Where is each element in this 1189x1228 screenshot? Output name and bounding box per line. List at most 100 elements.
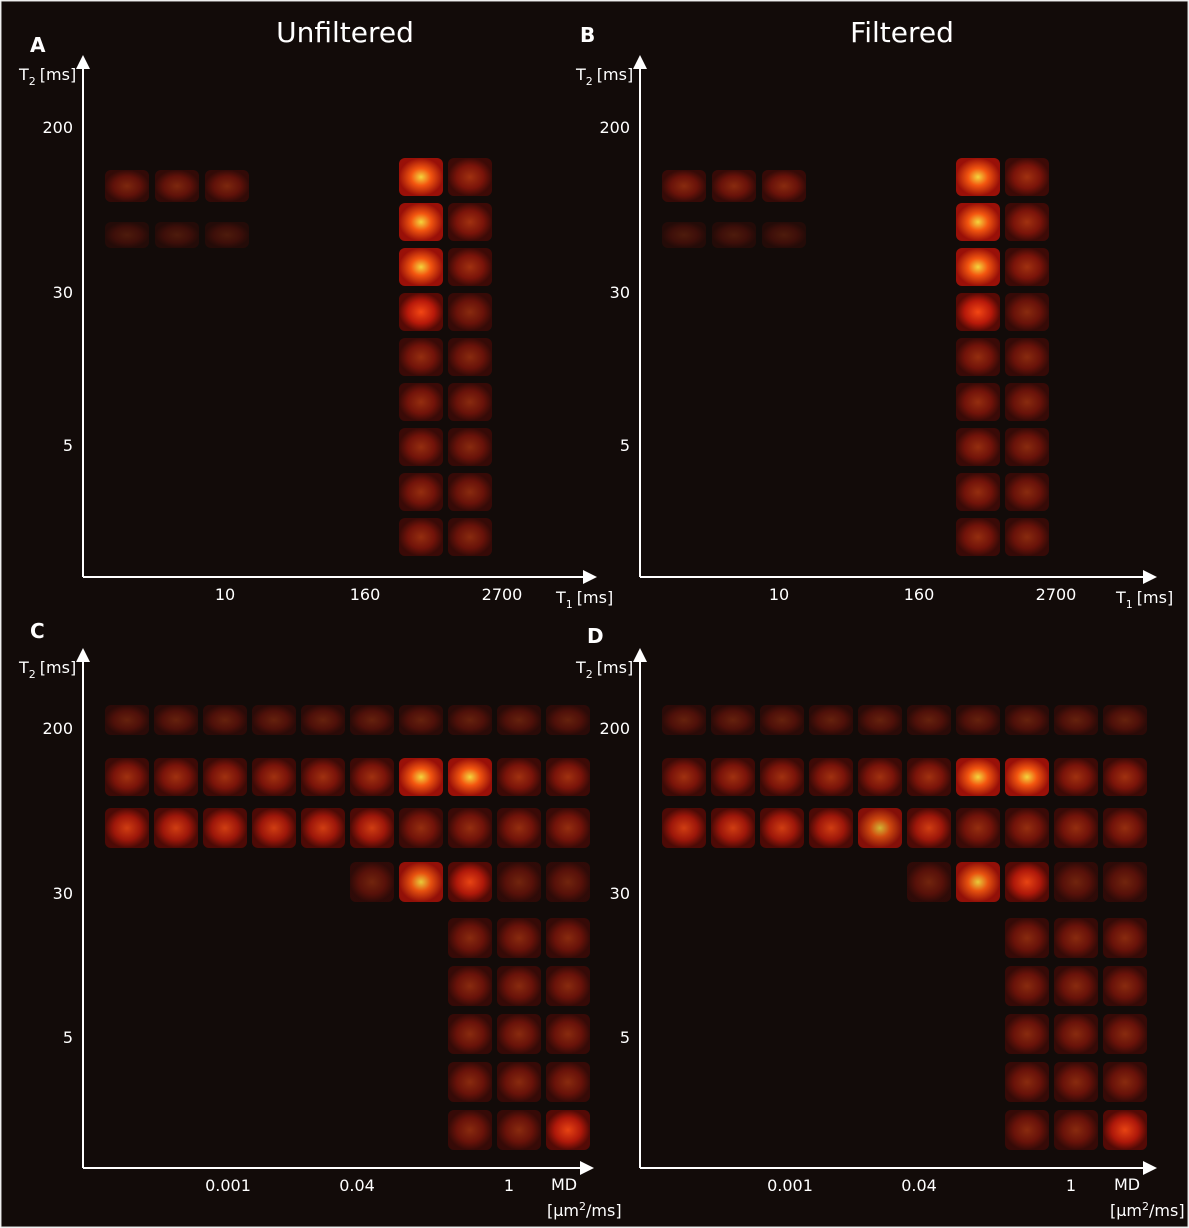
x-tick-label: 10 [769,585,789,604]
image-tile [662,170,706,202]
image-tile [662,705,706,735]
image-tile [907,808,951,848]
y-axis-unit: [ms] [40,65,76,84]
image-tile [205,222,249,248]
y-tick-label: 5 [620,436,630,455]
image-tile [154,705,198,735]
image-tile [956,518,1000,556]
image-tile [154,758,198,796]
image-tile [350,705,394,735]
y-axis-unit: [ms] [597,658,633,677]
image-tile [448,203,492,241]
image-tile [907,758,951,796]
image-tile [1005,808,1049,848]
image-tile [1005,918,1049,958]
image-tile [907,862,951,902]
image-tile [546,966,590,1006]
image-tile [203,808,247,848]
image-tile [546,705,590,735]
image-tile [809,758,853,796]
x-axis-symbol: T [555,588,566,607]
image-tile [662,808,706,848]
x-axis-unit-suffix: /ms] [586,1201,622,1220]
image-tile [956,248,1000,286]
image-tile [1103,918,1147,958]
image-tile [1054,862,1098,902]
image-tile [497,758,541,796]
image-tile [1005,966,1049,1006]
image-tile [448,383,492,421]
image-tile [448,758,492,796]
image-tile [252,705,296,735]
x-tick-label: 2700 [482,585,523,604]
image-tile [448,158,492,196]
image-tile [1005,428,1049,466]
y-axis-unit: [ms] [597,65,633,84]
image-tile [1005,158,1049,196]
x-tick-label: 10 [215,585,235,604]
image-tile [762,222,806,248]
image-tile [497,1062,541,1102]
image-tile [1005,1062,1049,1102]
image-tile [252,808,296,848]
image-tile [399,248,443,286]
image-tile [448,966,492,1006]
image-tile [205,170,249,202]
panel-letter: C [30,619,45,643]
x-axis-symbol: T [1115,588,1126,607]
image-tile [546,758,590,796]
image-tile [497,1014,541,1054]
image-tile [956,293,1000,331]
image-tile [448,518,492,556]
image-tile [1005,383,1049,421]
image-tile [448,293,492,331]
image-tile [809,705,853,735]
image-tile [497,966,541,1006]
image-tile [399,862,443,902]
image-tile [448,248,492,286]
y-tick-label: 5 [63,1028,73,1047]
image-tile [399,808,443,848]
image-tile [497,862,541,902]
image-tile [1005,1014,1049,1054]
image-tile [399,705,443,735]
x-axis-unit-prefix: [µm [1110,1201,1142,1220]
image-tile [1103,758,1147,796]
image-tile [760,705,804,735]
image-tile [1005,248,1049,286]
image-tile [956,705,1000,735]
image-tile [662,758,706,796]
x-axis-symbol: MD [551,1175,577,1194]
x-axis-unit-suffix: /ms] [1149,1201,1185,1220]
image-tile [1005,293,1049,331]
y-axis-subscript: 2 [29,75,36,88]
image-tile [760,808,804,848]
x-tick-label: 0.04 [339,1176,375,1195]
x-axis-subscript: 1 [1126,598,1133,611]
image-tile [956,338,1000,376]
y-tick-label: 200 [599,719,630,738]
image-tile [448,1062,492,1102]
image-tile [497,918,541,958]
x-axis-superscript: 2 [579,1200,586,1213]
image-tile [1103,705,1147,735]
image-tile [956,758,1000,796]
image-tile [350,862,394,902]
image-tile [760,758,804,796]
image-tile [546,1062,590,1102]
image-tile [956,383,1000,421]
image-tile [956,203,1000,241]
y-tick-label: 5 [620,1028,630,1047]
x-tick-label: 2700 [1036,585,1077,604]
image-tile [105,808,149,848]
y-axis-subscript: 2 [29,668,36,681]
x-tick-label: 1 [504,1176,514,1195]
image-tile [1054,705,1098,735]
image-tile [1103,966,1147,1006]
image-tile [350,808,394,848]
x-axis-unit: [ms] [577,588,613,607]
image-tile [448,1014,492,1054]
image-tile [1054,758,1098,796]
x-axis-superscript: 2 [1142,1200,1149,1213]
image-tile [497,705,541,735]
